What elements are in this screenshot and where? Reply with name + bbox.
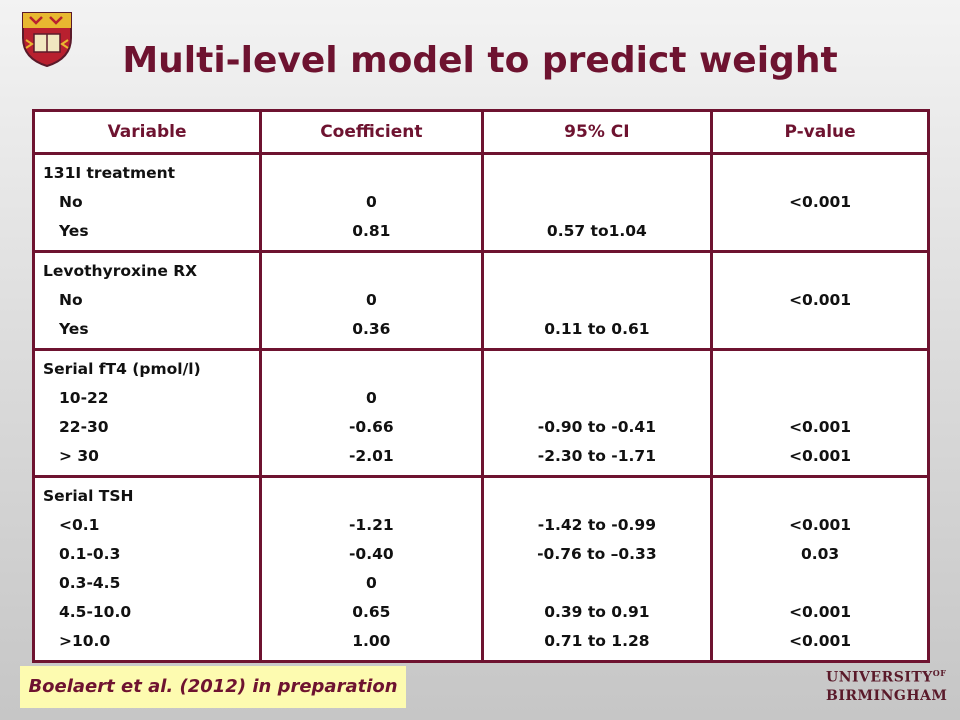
logo-line-1-sup: OF <box>932 668 947 678</box>
coefficient-cell: -1.21 -0.40 0 0.65 1.00 <box>259 475 484 663</box>
p-value-value: <0.001 <box>789 516 852 534</box>
coefficient-value: 0 <box>365 574 377 592</box>
table-header-row: Variable Coefficient 95% CI P-value <box>31 109 930 155</box>
p-value-value <box>721 482 919 511</box>
ci-value: 0.39 to 0.91 <box>544 603 650 621</box>
p-value-value <box>721 159 919 188</box>
p-value-value: <0.001 <box>789 447 852 465</box>
ci-cell: 0.11 to 0.61 <box>480 250 714 351</box>
variable-level-label: > 30 <box>59 447 99 465</box>
p-value-value: <0.001 <box>789 603 852 621</box>
p-value-cell: <0.001 0.03 <0.001 <0.001 <box>710 475 930 663</box>
variable-level-label: <0.1 <box>59 516 100 534</box>
variable-cell: Serial TSH <0.1 0.1-0.3 0.3-4.5 4.5-10.0 >10.… <box>31 475 263 663</box>
p-value-cell: <0.001 <0.001 <box>710 348 930 478</box>
ci-cell: -1.42 to -0.99 -0.76 to –0.33 0.39 to 0.91… <box>480 475 714 663</box>
coefficient-value: -1.21 <box>349 516 394 534</box>
p-value-value: 0.03 <box>800 545 840 563</box>
variable-level-label: 22-30 <box>59 418 109 436</box>
coefficient-value: 0 <box>365 389 377 407</box>
university-crest-icon <box>22 12 72 68</box>
variable-group-label: Serial fT4 (pmol/l) <box>43 360 201 378</box>
variable-cell: Levothyroxine RX No Yes <box>31 250 263 351</box>
ci-cell: -0.90 to -0.41 -2.30 to -1.71 <box>480 348 714 478</box>
ci-value <box>492 188 703 217</box>
ci-value <box>492 482 703 511</box>
table-row: Levothyroxine RX No Yes 0 0.36 0.11 to 0.61 <0… <box>31 250 930 351</box>
variable-level-label: 0.3-4.5 <box>59 574 121 592</box>
ci-value: 0.71 to 1.28 <box>544 632 650 650</box>
coefficient-value: 1.00 <box>352 632 391 650</box>
p-value-value <box>721 257 919 286</box>
coefficient-cell: 0 -0.66 -2.01 <box>259 348 484 478</box>
coefficient-value: -0.66 <box>349 418 394 436</box>
coefficient-value: 0.81 <box>352 222 391 240</box>
ci-value <box>492 355 703 384</box>
p-value-value <box>721 315 919 344</box>
p-value-value: <0.001 <box>789 193 852 211</box>
variable-level-label: 0.1-0.3 <box>59 545 121 563</box>
university-logo: UNIVERSITYOF BIRMINGHAM <box>826 664 948 705</box>
p-value-value <box>721 569 919 598</box>
variable-level-label: No <box>59 291 83 309</box>
coefficient-value: 0.65 <box>352 603 391 621</box>
coefficient-value <box>270 159 473 188</box>
ci-cell: 0.57 to1.04 <box>480 152 714 253</box>
ci-value: 0.11 to 0.61 <box>544 320 650 338</box>
ci-value <box>492 286 703 315</box>
variable-cell: 131I treatment No Yes <box>31 152 263 253</box>
variable-level-label: Yes <box>59 222 89 240</box>
ci-value: 0.57 to1.04 <box>546 222 647 240</box>
coefficient-value <box>270 355 473 384</box>
variable-level-label: No <box>59 193 83 211</box>
variable-group-label: Serial TSH <box>43 487 134 505</box>
coefficient-value: 0.36 <box>352 320 391 338</box>
ci-value <box>492 257 703 286</box>
ci-value: -2.30 to -1.71 <box>537 447 656 465</box>
coefficient-value: -0.40 <box>349 545 394 563</box>
coefficient-value: 0 <box>365 291 377 309</box>
ci-value: -0.76 to –0.33 <box>537 545 657 563</box>
p-value-cell: <0.001 <box>710 152 930 253</box>
coefficient-cell: 0 0.81 <box>259 152 484 253</box>
p-value-value: <0.001 <box>789 418 852 436</box>
coefficient-value <box>270 482 473 511</box>
p-value-cell: <0.001 <box>710 250 930 351</box>
citation: Boelaert et al. (2012) in preparation <box>20 666 406 708</box>
variable-cell: Serial fT4 (pmol/l) 10-22 22-30 > 30 <box>31 348 263 478</box>
coefficient-value: -2.01 <box>349 447 394 465</box>
logo-line-1: UNIVERSITY <box>826 669 933 686</box>
table-row: Serial TSH <0.1 0.1-0.3 0.3-4.5 4.5-10.0 >10.… <box>31 475 930 663</box>
ci-value: -1.42 to -0.99 <box>537 516 656 534</box>
logo-line-2: BIRMINGHAM <box>826 687 948 704</box>
page-title: Multi-level model to predict weight <box>122 40 838 81</box>
table-row: 131I treatment No Yes 0 0.81 0.57 to1.04 <0.00… <box>31 152 930 253</box>
table-row: Serial fT4 (pmol/l) 10-22 22-30 > 30 0 -0.66 -… <box>31 348 930 478</box>
p-value-value: <0.001 <box>789 632 852 650</box>
ci-value <box>492 384 703 413</box>
ci-value <box>492 159 703 188</box>
header-coefficient: Coefficient <box>259 109 484 155</box>
coefficient-cell: 0 0.36 <box>259 250 484 351</box>
p-value-value <box>721 384 919 413</box>
variable-level-label: >10.0 <box>59 632 111 650</box>
ci-value: -0.90 to -0.41 <box>537 418 656 436</box>
coefficient-value <box>270 257 473 286</box>
p-value-value <box>721 217 919 246</box>
p-value-value: <0.001 <box>789 291 852 309</box>
header-ci: 95% CI <box>480 109 714 155</box>
variable-group-label: Levothyroxine RX <box>43 262 198 280</box>
results-table: Variable Coefficient 95% CI P-value 131I… <box>31 109 930 663</box>
variable-level-label: 4.5-10.0 <box>59 603 132 621</box>
coefficient-value: 0 <box>365 193 377 211</box>
variable-level-label: Yes <box>59 320 89 338</box>
variable-level-label: 10-22 <box>59 389 109 407</box>
header-p-value: P-value <box>710 109 930 155</box>
ci-value <box>492 569 703 598</box>
variable-group-label: 131I treatment <box>43 164 176 182</box>
p-value-value <box>721 355 919 384</box>
header-variable: Variable <box>31 109 263 155</box>
